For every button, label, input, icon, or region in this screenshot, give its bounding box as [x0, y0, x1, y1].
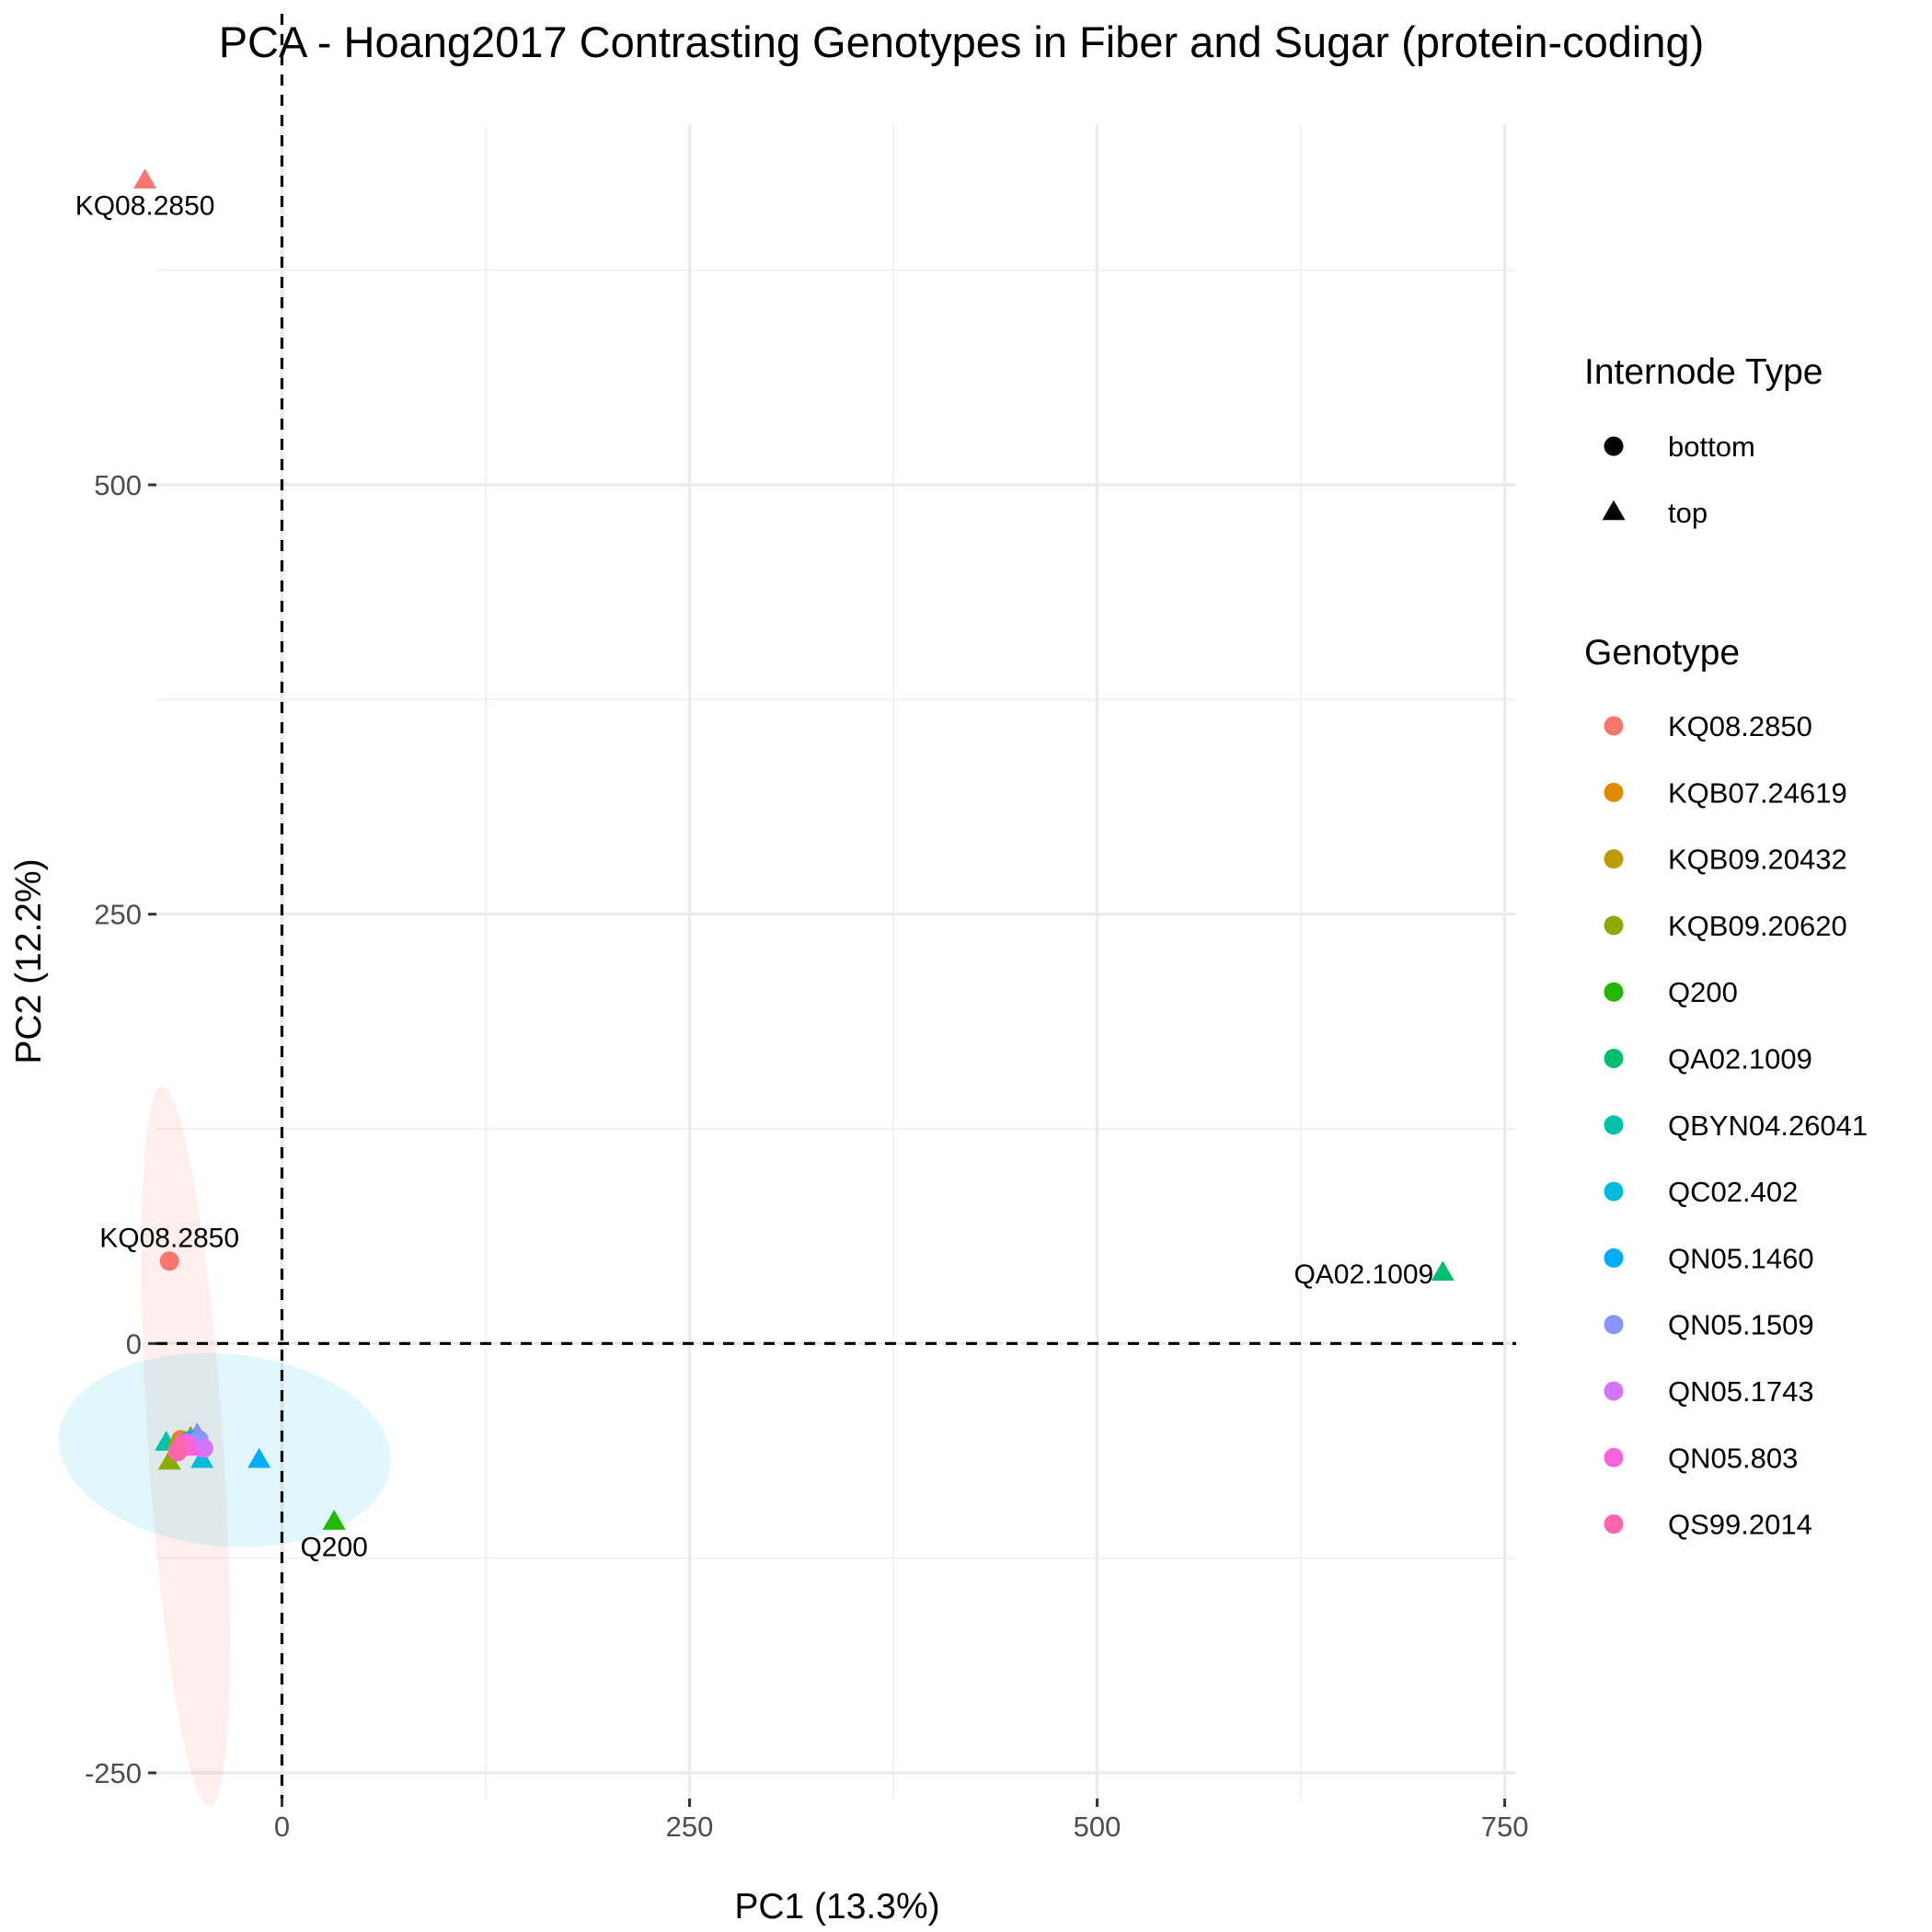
legend-label-q200: Q200	[1668, 976, 1738, 1008]
ellipse-top	[59, 1352, 391, 1547]
legend-key-qa02-1009	[1604, 1049, 1624, 1068]
point-q200-top	[322, 1510, 346, 1530]
point-qn05-1460-top	[247, 1447, 271, 1468]
legend-key-circle	[1604, 436, 1624, 456]
point-label: KQ08.2850	[75, 191, 215, 222]
legend-key-triangle	[1602, 500, 1626, 521]
legend-key-qn05-1743	[1604, 1381, 1624, 1401]
x-tick-label: 750	[1481, 1811, 1529, 1843]
legend-key-kq08-2850	[1604, 716, 1624, 736]
legend-label-qa02-1009: QA02.1009	[1668, 1043, 1812, 1075]
legend-label-qc02-402: QC02.402	[1668, 1176, 1798, 1208]
legend-key-q200	[1604, 982, 1624, 1002]
point-label: KQ08.2850	[99, 1224, 239, 1254]
legend-label-kq08-2850: KQ08.2850	[1668, 710, 1812, 742]
legend-label-kqb09-20432: KQB09.20432	[1668, 844, 1847, 876]
y-tick-label: 0	[126, 1328, 142, 1360]
legend-key-kqb07-24619	[1604, 782, 1624, 802]
legend-label-top: top	[1668, 497, 1708, 529]
legend-key-kqb09-20620	[1604, 915, 1624, 936]
point-qa02-1009-top	[1431, 1260, 1455, 1282]
legend-label-bottom: bottom	[1668, 431, 1755, 463]
point-qc02-402-top	[190, 1447, 214, 1468]
y-tick-label: -250	[85, 1757, 142, 1789]
legend-key-qc02-402	[1604, 1181, 1624, 1202]
y-tick-label: 500	[94, 469, 142, 501]
legend: Internode Type bottom top Genotype KQ08.2850…	[1584, 352, 1868, 1541]
legend-label-qn05-803: QN05.803	[1668, 1442, 1798, 1474]
legend-title-genotype: Genotype	[1584, 633, 1740, 673]
legend-key-qbyn04-26041	[1604, 1115, 1624, 1135]
legend-label-kqb07-24619: KQB07.24619	[1668, 776, 1847, 809]
point-qs99-2014-top	[167, 1431, 191, 1451]
x-axis-title: PC1 (13.3%)	[734, 1887, 939, 1926]
y-axis-title: PC2 (12.2%)	[9, 858, 49, 1064]
legend-label-qn05-1460: QN05.1460	[1668, 1242, 1814, 1274]
legend-title-internode-type: Internode Type	[1584, 352, 1823, 392]
x-tick-label: 0	[274, 1811, 290, 1843]
legend-label-qn05-1509: QN05.1509	[1668, 1309, 1814, 1341]
legend-key-qn05-1460	[1604, 1248, 1624, 1268]
y-tick-label: 250	[94, 899, 142, 931]
chart-title: PCA - Hoang2017 Contrasting Genotypes in…	[219, 17, 1705, 66]
point-label: QA02.1009	[1294, 1259, 1433, 1290]
legend-key-kqb09-20432	[1604, 849, 1624, 869]
point-label: Q200	[300, 1532, 367, 1562]
legend-label-qbyn04-26041: QBYN04.26041	[1668, 1110, 1868, 1142]
x-tick-label: 500	[1074, 1811, 1121, 1843]
x-tick-label: 250	[666, 1811, 714, 1843]
point-kq08-2850-bottom	[159, 1251, 179, 1271]
point-kq08-2850-top	[133, 168, 157, 189]
data-points	[133, 168, 1455, 1530]
legend-key-qs99-2014	[1604, 1514, 1624, 1535]
legend-key-qn05-803	[1604, 1447, 1624, 1467]
point-labels: KQ08.2850 KQ08.2850 QA02.1009 Q200	[75, 191, 1434, 1563]
confidence-ellipses	[59, 1087, 391, 1807]
legend-key-qn05-1509	[1604, 1315, 1624, 1335]
reference-lines	[156, 14, 1516, 1799]
legend-label-kqb09-20620: KQB09.20620	[1668, 910, 1847, 942]
legend-label-qs99-2014: QS99.2014	[1668, 1509, 1812, 1541]
grid-lines	[156, 124, 1516, 1799]
legend-label-qn05-1743: QN05.1743	[1668, 1375, 1814, 1408]
point-kqb09-20620-top	[157, 1449, 181, 1470]
axes: 0 250 500 750 -250 0 250 500	[85, 469, 1529, 1843]
